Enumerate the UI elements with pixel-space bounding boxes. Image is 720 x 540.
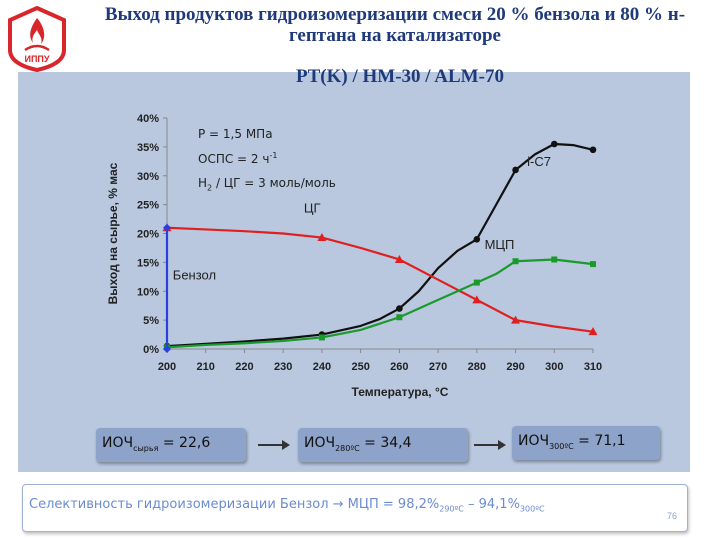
series-label: ЦГ: [304, 200, 321, 215]
h2-ratio-condition: H2 / ЦГ = 3 моль/моль: [198, 176, 336, 193]
x-tick-label: 250: [351, 361, 369, 373]
x-tick-label: 220: [235, 361, 253, 373]
ron-300-box: ИОЧ300ºС = 71,1: [512, 426, 660, 460]
y-tick-label: 25%: [137, 200, 159, 212]
lhsv-condition: ОСПС = 2 ч-1: [198, 151, 278, 166]
page-number: 76: [666, 511, 677, 521]
data-point: [396, 314, 403, 321]
data-point: [163, 345, 171, 353]
x-tick-label: 310: [584, 361, 602, 373]
series-label: Бензол: [173, 268, 216, 283]
data-point: [163, 223, 171, 232]
y-tick-label: 5%: [143, 315, 159, 327]
flame-icon: [30, 18, 45, 44]
arrow-icon: [474, 440, 506, 450]
slide-title: Выход продуктов гидроизомеризации смеси …: [104, 4, 686, 46]
series-label: i-C7: [527, 154, 551, 169]
data-point: [550, 140, 558, 148]
arrow-icon: [258, 440, 290, 450]
chart-panel: [18, 72, 690, 472]
x-tick-label: 200: [158, 361, 176, 373]
data-point: [512, 166, 519, 174]
y-tick-label: 10%: [137, 286, 159, 298]
selectivity-box: Селективность гидроизомеризации Бензол →…: [22, 484, 688, 532]
x-tick-label: 210: [197, 361, 215, 373]
data-point: [472, 295, 482, 304]
series-line-ЦГ: [166, 226, 594, 333]
x-axis-label: Температура, °C: [352, 385, 449, 399]
x-tick-label: 300: [545, 361, 563, 373]
data-point: [589, 146, 597, 154]
y-tick-label: 30%: [137, 171, 159, 183]
x-tick-label: 260: [390, 361, 408, 373]
data-point: [512, 258, 519, 265]
x-tick-label: 290: [506, 361, 524, 373]
data-point: [473, 279, 480, 286]
x-tick-label: 270: [429, 361, 447, 373]
data-point: [590, 261, 596, 268]
x-tick-label: 280: [468, 361, 486, 373]
series-line-МЦП: [166, 258, 594, 349]
ron-feed-box: ИОЧсырья = 22,6: [96, 428, 246, 462]
pressure-condition: P = 1,5 МПа: [198, 127, 273, 141]
y-tick-label: 0%: [143, 344, 159, 356]
slide-subtitle: PT(K) / HM-30 / ALM-70: [296, 66, 504, 87]
y-tick-label: 20%: [137, 229, 159, 241]
x-tick-label: 240: [313, 361, 331, 373]
y-tick-label: 40%: [137, 113, 159, 125]
data-point: [394, 254, 404, 263]
data-point: [511, 315, 521, 324]
x-tick-label: 230: [274, 361, 292, 373]
data-point: [473, 235, 481, 243]
data-point: [396, 305, 403, 312]
y-tick-label: 15%: [137, 257, 159, 269]
y-tick-label: 35%: [137, 142, 159, 154]
selectivity-text: Селективность гидроизомеризации Бензол →…: [29, 497, 545, 514]
series-label: МЦП: [485, 237, 515, 252]
yield-chart: 0% 5% 10% 15% 20% 25% 30% 35% 40% 200 210 220 230 240…: [106, 113, 602, 399]
institute-logo: ИППУ: [8, 6, 66, 72]
data-point: [317, 233, 327, 242]
data-point: [551, 256, 558, 263]
data-point: [318, 334, 325, 341]
logo-text: ИППУ: [24, 54, 49, 64]
series-line-i-C7: [166, 142, 594, 348]
y-axis-label: Выход на сырье, % мас: [106, 162, 120, 304]
data-point: [588, 327, 598, 336]
ron-280-box: ИОЧ280ºС = 34,4: [298, 428, 468, 462]
